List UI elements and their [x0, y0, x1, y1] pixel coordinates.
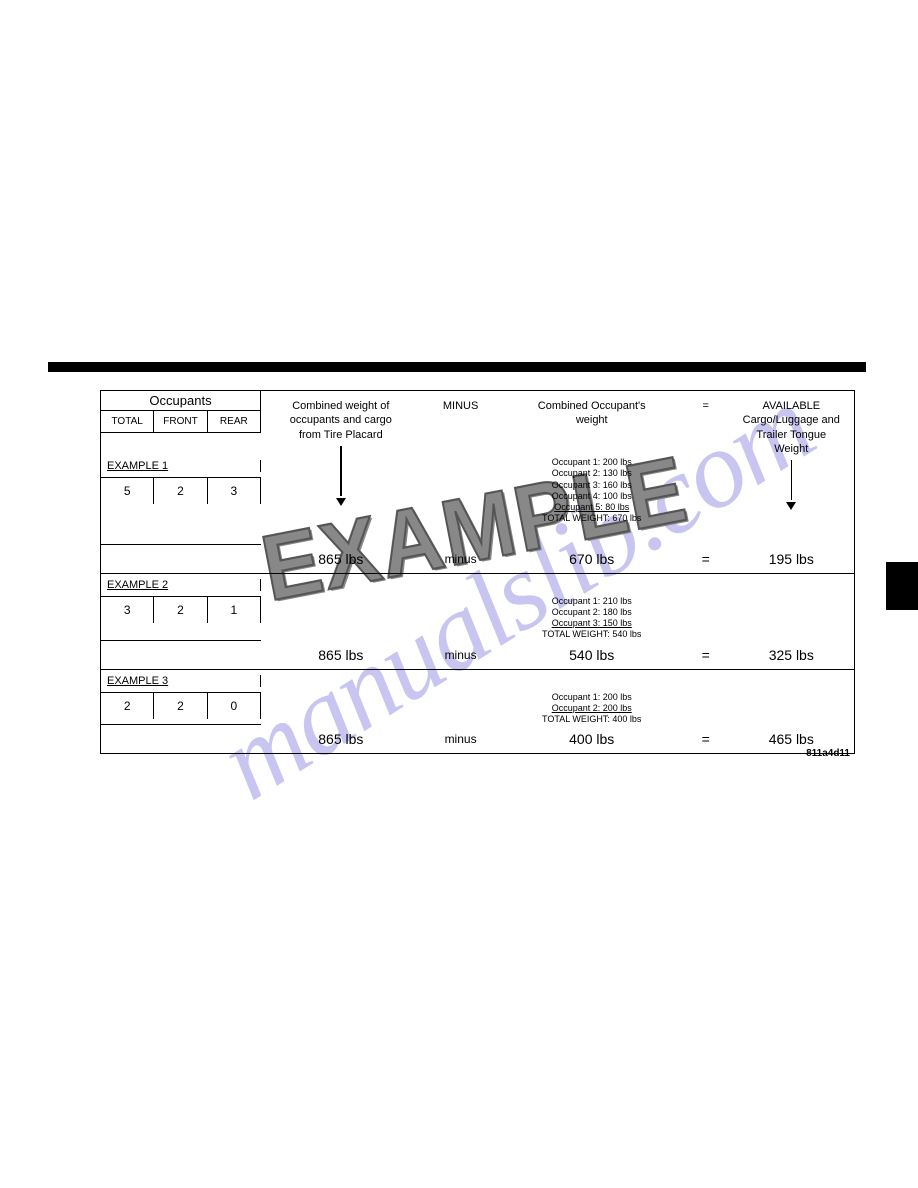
ex2-result-row: 865 lbs minus 540 lbs = 325 lbs [101, 641, 854, 669]
list-item: Occupant 2: 130 lbs [500, 468, 682, 479]
list-item: Occupant 1: 200 lbs [500, 692, 682, 703]
ex1-combined: 670 lbs [500, 551, 682, 567]
ex1-placard: 865 lbs [261, 551, 421, 567]
occupants-header-block: Occupants TOTAL FRONT REAR [101, 391, 261, 433]
col-front: FRONT [154, 411, 207, 432]
example-2-occupants: 3 2 1 [101, 596, 261, 641]
occupants-title: Occupants [101, 391, 261, 411]
ex1-minus: minus [421, 552, 501, 566]
ex2-front: 2 [154, 597, 207, 623]
total-weight: TOTAL WEIGHT: 540 lbs [500, 629, 682, 640]
ex1-eq: = [683, 551, 729, 567]
ex2-eq: = [683, 647, 729, 663]
list-item: Occupant 3: 150 lbs [500, 618, 682, 629]
table-header-row: Occupants TOTAL FRONT REAR Combined weig… [101, 391, 854, 455]
example-1-occupants: 5 2 3 [101, 477, 261, 545]
occupant-weight-header: Combined Occupant's weight [500, 399, 682, 428]
ex2-total: 3 [101, 597, 154, 623]
example-section-1: EXAMPLE 1 5 2 3 Occupant 1: 200 lbs Occu… [101, 455, 854, 573]
col-minus-header: MINUS [421, 391, 501, 413]
ex2-result: 325 lbs [729, 647, 854, 663]
col-rear: REAR [208, 411, 261, 432]
example-1-label: EXAMPLE 1 [101, 460, 261, 472]
ex3-placard: 865 lbs [261, 731, 421, 747]
list-item: Occupant 1: 200 lbs [500, 457, 682, 468]
ex3-combined: 400 lbs [500, 731, 682, 747]
total-weight: TOTAL WEIGHT: 400 lbs [500, 714, 682, 725]
ex3-total: 2 [101, 693, 154, 719]
figure-id: 811a4d11 [806, 748, 850, 759]
ex1-occupant-list: Occupant 1: 200 lbs Occupant 2: 130 lbs … [500, 457, 682, 525]
side-tab [886, 562, 918, 610]
list-item: Occupant 4: 100 lbs [500, 491, 682, 502]
ex3-minus: minus [421, 732, 501, 746]
col-total: TOTAL [101, 411, 154, 432]
ex2-placard: 865 lbs [261, 647, 421, 663]
example-3-label: EXAMPLE 3 [101, 675, 261, 687]
list-item: Occupant 3: 160 lbs [500, 480, 682, 491]
ex3-front: 2 [154, 693, 207, 719]
ex3-occupant-list: Occupant 1: 200 lbs Occupant 2: 200 lbs … [500, 692, 682, 726]
ex1-result: 195 lbs [729, 551, 854, 567]
col-equals-header: = [683, 391, 729, 413]
ex3-eq: = [683, 731, 729, 747]
load-capacity-table: Occupants TOTAL FRONT REAR Combined weig… [100, 390, 855, 754]
col-occupant-header: Combined Occupant's weight [500, 391, 682, 428]
ex3-rear: 0 [208, 693, 261, 719]
example-section-2: EXAMPLE 2 3 2 1 Occupant 1: 210 lbs Occu… [101, 573, 854, 669]
ex1-total: 5 [101, 478, 154, 504]
ex2-occupant-list: Occupant 1: 210 lbs Occupant 2: 180 lbs … [500, 596, 682, 641]
ex3-result: 465 lbs [729, 731, 854, 747]
list-item: Occupant 1: 210 lbs [500, 596, 682, 607]
available-header-text: AVAILABLE Cargo/Luggage and Trailer Tong… [729, 399, 854, 456]
list-item: Occupant 2: 180 lbs [500, 607, 682, 618]
ex2-rear: 1 [208, 597, 261, 623]
combined-header-text: Combined weight of occupants and cargo f… [261, 399, 421, 442]
example-3-occupants: 2 2 0 [101, 692, 261, 726]
ex2-minus: minus [421, 648, 501, 662]
example-section-3: EXAMPLE 3 2 2 0 Occupant 1: 200 lbs Occu… [101, 669, 854, 754]
ex1-front: 2 [154, 478, 207, 504]
ex2-combined: 540 lbs [500, 647, 682, 663]
example-2-label: EXAMPLE 2 [101, 579, 261, 591]
list-item: Occupant 5: 80 lbs [500, 502, 682, 513]
ex1-result-row: 865 lbs minus 670 lbs = 195 lbs [101, 545, 854, 573]
ex3-result-row: 865 lbs minus 400 lbs = 465 lbs [101, 725, 854, 753]
top-divider [48, 362, 866, 372]
total-weight: TOTAL WEIGHT: 670 lbs [500, 513, 682, 524]
ex1-rear: 3 [208, 478, 261, 504]
list-item: Occupant 2: 200 lbs [500, 703, 682, 714]
